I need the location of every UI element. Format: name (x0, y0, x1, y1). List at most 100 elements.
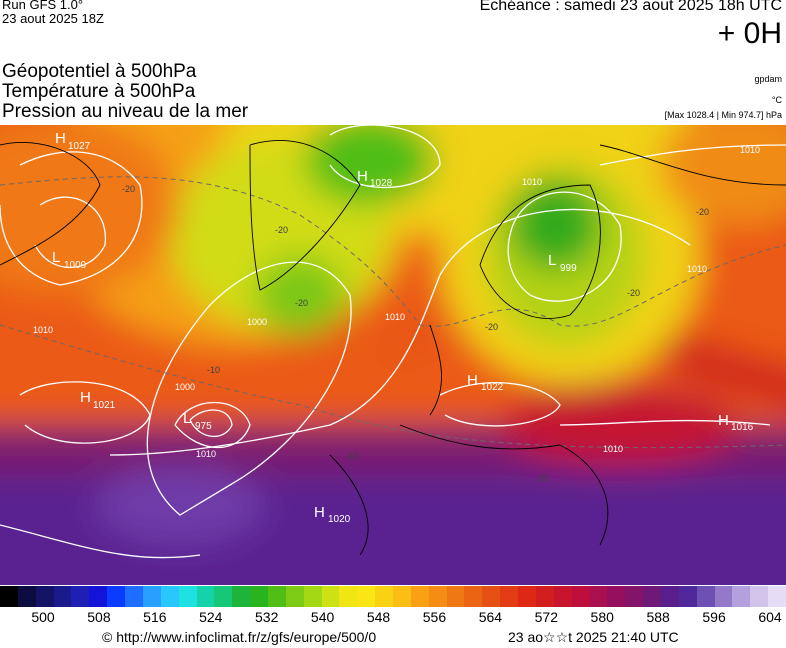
isotherm-labels: -20 -20 -20 -20 -20 -10 -10 -10 -20 (122, 184, 709, 483)
isotherm-label: -10 (535, 473, 548, 483)
color-scale-swatch (357, 586, 376, 607)
geopotential-field (0, 125, 786, 585)
svg-text:1009: 1009 (64, 260, 87, 271)
color-scale-swatch (643, 586, 662, 607)
color-scale-swatch (142, 586, 162, 607)
svg-text:H: H (80, 389, 91, 406)
center-2: H 1028 (357, 168, 393, 189)
isobar-labels: 1010 1010 1010 1010 1000 1000 1010 1010 … (33, 145, 760, 459)
color-scale-tick-label: 572 (534, 609, 558, 625)
color-scale-swatch (410, 586, 430, 607)
color-scale-swatch (553, 586, 573, 607)
color-scale-swatch (35, 586, 55, 607)
lead-time: + 0H (717, 17, 782, 50)
color-scale-tick-label: 548 (366, 609, 391, 625)
svg-text:1021: 1021 (93, 400, 116, 411)
isobars (0, 125, 786, 559)
svg-text:1028: 1028 (370, 178, 393, 189)
color-scale-swatch (535, 586, 555, 607)
title-temperature: Température à 500hPa (2, 81, 196, 102)
svg-text:H: H (357, 168, 368, 185)
isotherm-label: -20 (122, 184, 135, 194)
svg-text:H: H (718, 412, 729, 429)
color-scale-swatch (214, 586, 233, 607)
color-scale-swatch (446, 586, 465, 607)
unit-geopotential: gpdam (754, 74, 782, 84)
isobar-label: 1010 (603, 444, 623, 454)
isotherm-label: -20 (295, 298, 308, 308)
isobar-label: 1010 (740, 145, 760, 155)
color-scale-tick-label: 540 (310, 609, 335, 625)
center-9: H 1020 (314, 504, 351, 525)
color-scale-swatch (518, 586, 537, 607)
color-scale-swatch (607, 586, 626, 607)
svg-text:L: L (52, 249, 60, 266)
svg-text:1020: 1020 (328, 514, 351, 525)
coastlines (0, 140, 786, 556)
color-scale-swatch (232, 586, 251, 607)
color-scale-swatch (250, 586, 269, 607)
color-scale-swatch (571, 586, 590, 607)
color-scale-swatch (71, 586, 90, 607)
color-scale-swatch (500, 586, 519, 607)
color-scale-swatch (285, 586, 305, 607)
color-scale-swatch (660, 586, 680, 607)
color-scale-swatch (339, 586, 358, 607)
color-scale-swatch (625, 586, 644, 607)
isobar-label: 1010 (385, 312, 405, 322)
center-3: L 1009 (52, 249, 87, 271)
color-scale-swatch (589, 586, 608, 607)
color-scale-swatch (393, 586, 412, 607)
svg-text:H: H (467, 372, 478, 389)
forecast-valid-time: Echéance : samedi 23 aout 2025 18h UTC (479, 0, 782, 14)
color-scale-swatch (53, 586, 72, 607)
color-scale-bar (0, 586, 786, 607)
isotherm-label: -10 (345, 451, 358, 461)
color-scale-swatch (196, 586, 215, 607)
color-scale-swatch (482, 586, 501, 607)
color-scale-tick-label: 564 (478, 609, 503, 625)
color-scale-swatch (267, 586, 287, 607)
center-7: H 1022 (467, 372, 504, 393)
color-scale-swatch (0, 586, 19, 607)
color-scale-swatch (125, 586, 144, 607)
isobar-label: 1010 (196, 449, 216, 459)
svg-text:975: 975 (195, 421, 212, 432)
color-scale-tick-label: 588 (646, 609, 670, 625)
run-date: 23 aout 2025 18Z (2, 11, 104, 26)
color-scale-tick-label: 580 (590, 609, 614, 625)
source-credit: © http://www.infoclimat.fr/z/gfs/europe/… (102, 629, 377, 645)
title-geopotential: Géopotentiel à 500hPa (2, 61, 197, 82)
center-8: H 1016 (718, 412, 754, 433)
isotherm-label: -10 (207, 365, 220, 375)
color-scale-tick-label: 524 (199, 609, 223, 625)
isotherms (0, 176, 786, 449)
color-scale-swatch (732, 586, 751, 607)
center-6: L 975 (183, 410, 212, 432)
color-scale-tick-label: 596 (702, 609, 726, 625)
color-scale-tick-label: 604 (758, 609, 782, 625)
isobar-label: 1000 (247, 317, 267, 327)
color-scale-swatch (678, 586, 698, 607)
svg-text:L: L (548, 252, 556, 269)
isotherm-label: -20 (485, 322, 498, 332)
unit-temperature: °C (771, 95, 782, 105)
pressure-range: [Max 1028.4 | Min 974.7] hPa (664, 110, 782, 120)
svg-text:999: 999 (560, 263, 577, 274)
isobar-label: 1010 (687, 264, 707, 274)
center-1: H 1027 (55, 130, 91, 152)
svg-text:1027: 1027 (68, 141, 91, 152)
weather-map: H 1027 H 1028 L 1009 L 999 H 1021 L 975 H 1022 … (0, 125, 786, 585)
title-pressure: Pression au niveau de la mer (2, 101, 249, 122)
run-label: Run GFS 1.0° (2, 0, 84, 12)
color-scale-swatch (17, 586, 37, 607)
svg-text:1016: 1016 (731, 422, 754, 433)
color-scale-tick-label: 516 (143, 609, 167, 625)
color-scale-swatch (464, 586, 483, 607)
color-scale-tick-label: 500 (31, 609, 55, 625)
color-scale-swatch (750, 586, 769, 607)
color-scale-tick-label: 532 (255, 609, 279, 625)
color-scale-swatch (696, 586, 716, 607)
color-scale-swatch (178, 586, 197, 607)
color-scale-swatch (375, 586, 394, 607)
